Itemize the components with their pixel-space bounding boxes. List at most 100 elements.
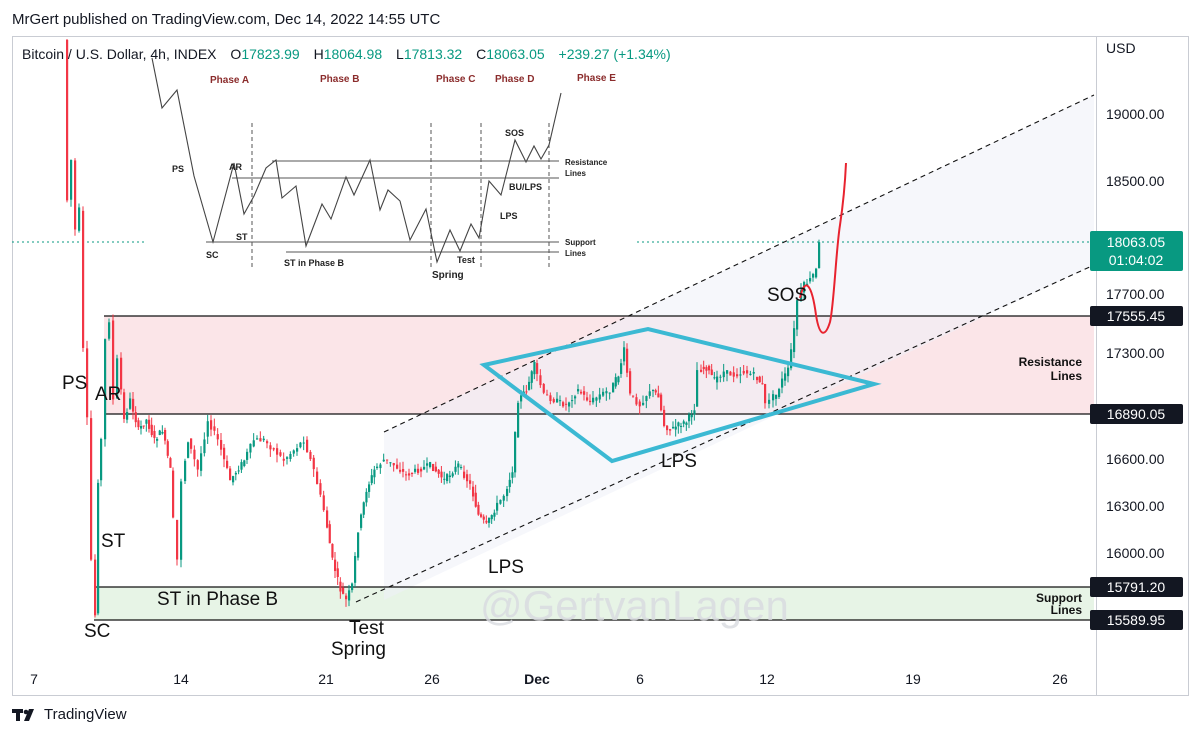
candle-body xyxy=(220,440,223,450)
inset-phase-d: Phase D xyxy=(495,74,534,85)
candle-body xyxy=(148,419,151,429)
candle-body xyxy=(722,371,725,378)
tradingview-logo-icon xyxy=(12,708,34,721)
candle-body xyxy=(112,320,115,400)
candle-body xyxy=(612,383,615,393)
candle-body xyxy=(66,39,69,201)
chart-frame[interactable] xyxy=(12,36,1097,696)
x-tick-label: 26 xyxy=(424,671,440,687)
candle-body xyxy=(696,370,699,407)
candle-body xyxy=(809,278,812,282)
candle-body xyxy=(787,367,790,377)
last-price-badge xyxy=(1090,231,1183,271)
candle-body xyxy=(514,432,517,473)
candle-body xyxy=(316,471,319,485)
candle-body xyxy=(161,431,164,434)
candle-body xyxy=(169,458,172,468)
candle-body xyxy=(690,414,693,418)
candle-body xyxy=(336,568,339,578)
candle-body xyxy=(758,376,761,383)
inset-resistance-label-2: Lines xyxy=(565,169,586,178)
candle-body xyxy=(190,438,193,449)
candle-body xyxy=(482,516,485,520)
candle-body xyxy=(234,472,237,475)
candle-body xyxy=(592,397,595,403)
candle-body xyxy=(272,448,275,450)
candle-body xyxy=(642,402,645,405)
candle-body xyxy=(370,475,373,484)
candle-body xyxy=(577,389,580,392)
candle-body xyxy=(700,369,703,372)
projection-curve xyxy=(799,162,847,334)
candle-body xyxy=(784,373,787,381)
candle-body xyxy=(775,394,778,399)
candle-body xyxy=(736,374,739,377)
x-tick-label: 7 xyxy=(30,671,38,687)
candle-body xyxy=(528,381,531,390)
candle-body xyxy=(477,504,480,515)
inset-label-ar: AR xyxy=(229,162,242,172)
candle-body xyxy=(184,460,187,482)
level-price-badge xyxy=(1090,306,1183,326)
close-label: C xyxy=(476,46,487,62)
inset-label-bu-lps: BU/LPS xyxy=(509,182,542,192)
inset-phase-e: Phase E xyxy=(577,73,616,84)
candle-body xyxy=(389,462,392,464)
candle-body xyxy=(705,367,708,371)
candle-body xyxy=(632,395,635,397)
candle-body xyxy=(499,499,502,504)
candle-body xyxy=(351,583,354,591)
candle-body xyxy=(457,463,460,468)
candle-body xyxy=(716,376,719,383)
candle-body xyxy=(617,376,620,383)
candle-body xyxy=(752,372,755,374)
annotation-st: ST xyxy=(101,531,126,552)
candle-body xyxy=(654,390,657,393)
footer: TradingView xyxy=(12,706,127,723)
candle-body xyxy=(772,394,775,401)
candle-body xyxy=(405,474,408,476)
inset-resistance-label-1: Resistance xyxy=(565,158,608,167)
y-tick-label: 17300.00 xyxy=(1106,345,1165,361)
candle-body xyxy=(536,363,539,374)
channel-fill xyxy=(384,95,1094,600)
support-label-1: Support xyxy=(1036,591,1082,605)
x-tick-label: 19 xyxy=(905,671,921,687)
open-value: 17823.99 xyxy=(241,46,300,62)
candle-body xyxy=(379,464,382,469)
candle-body xyxy=(396,464,399,469)
annotation-sc: SC xyxy=(84,621,110,642)
annotation-sos: SOS xyxy=(767,285,807,306)
candle-body xyxy=(605,391,608,394)
level-price-value: 15589.95 xyxy=(1107,612,1166,628)
candle-body xyxy=(360,514,363,528)
candle-body xyxy=(232,476,235,483)
annotation-lps-1: LPS xyxy=(488,557,524,578)
candle-body xyxy=(520,395,523,402)
candle-body xyxy=(203,439,206,454)
y-tick-label: 16300.00 xyxy=(1106,498,1165,514)
candle-body xyxy=(463,471,466,478)
candle-body xyxy=(496,502,499,511)
candle-body xyxy=(322,495,325,511)
inset-label-sc: SC xyxy=(206,250,219,260)
candle-body xyxy=(392,463,395,466)
candle-body xyxy=(249,443,252,453)
candle-body xyxy=(568,402,571,407)
candle-body xyxy=(411,472,414,474)
y-tick-label: 16600.00 xyxy=(1106,451,1165,467)
candle-body xyxy=(485,520,488,523)
candle-body xyxy=(339,581,342,592)
candle-body xyxy=(180,481,183,560)
inset-phase-b: Phase B xyxy=(320,74,359,85)
candle-body xyxy=(399,469,402,472)
price-axis[interactable] xyxy=(1097,36,1189,696)
candle-body xyxy=(299,442,302,448)
candle-body xyxy=(97,482,100,614)
candle-body xyxy=(729,371,732,376)
symbol-title[interactable]: Bitcoin / U.S. Dollar, 4h, INDEX xyxy=(22,46,217,62)
candle-body xyxy=(292,450,295,454)
change-value: +239.27 (+1.34%) xyxy=(558,46,671,62)
candle-body xyxy=(243,460,246,466)
